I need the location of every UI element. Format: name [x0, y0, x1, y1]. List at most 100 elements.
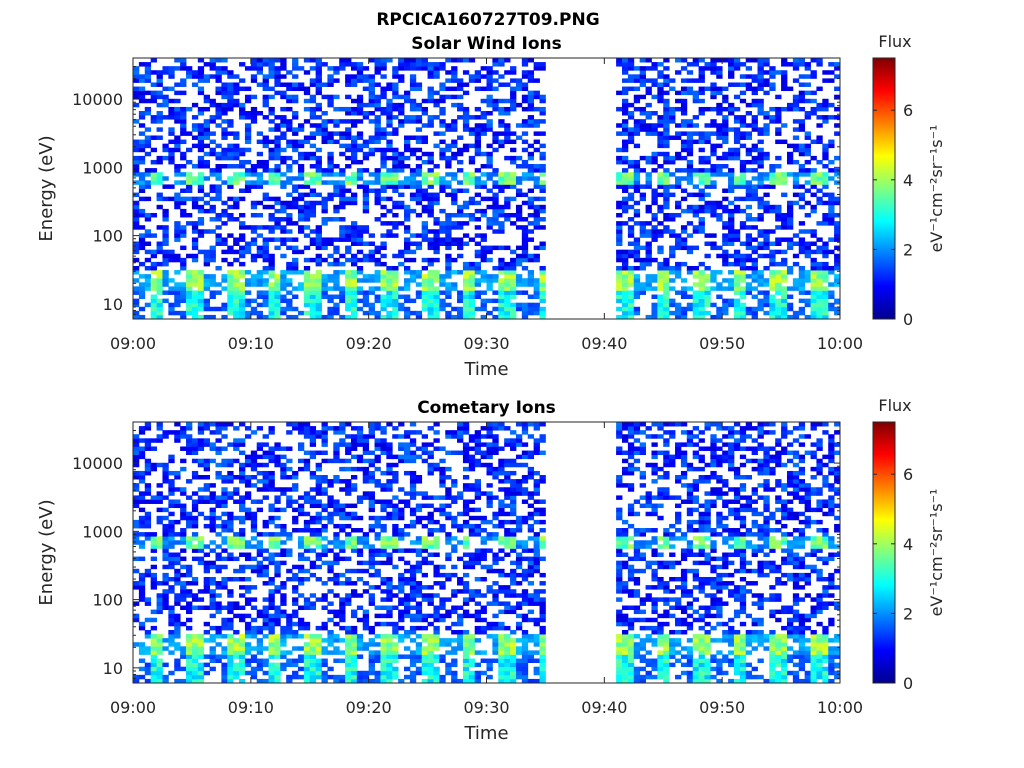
heatmap-cell: [616, 306, 623, 312]
heatmap-cell: [480, 66, 487, 71]
heatmap-cell: [297, 654, 305, 659]
heatmap-cell: [191, 74, 199, 79]
heatmap-cell: [197, 662, 205, 668]
heatmap-cell: [786, 217, 794, 222]
heatmap-cell: [739, 184, 747, 189]
heatmap-cell: [280, 454, 287, 460]
heatmap-cell: [486, 143, 493, 149]
heatmap-cell: [138, 666, 146, 672]
heatmap-cell: [751, 286, 758, 291]
heatmap-cell: [168, 621, 175, 627]
heatmap-cell: [504, 310, 511, 316]
heatmap-cell: [763, 155, 770, 161]
heatmap-cell: [510, 286, 517, 291]
heatmap-cell: [262, 450, 269, 456]
heatmap-cell: [698, 58, 705, 63]
heatmap-cell: [722, 249, 729, 255]
heatmap-cell: [433, 66, 440, 71]
heatmap-cell: [250, 212, 258, 218]
heatmap-cell: [680, 123, 688, 128]
heatmap-cell: [268, 147, 275, 153]
heatmap-cell: [769, 261, 776, 267]
heatmap-cell: [704, 294, 711, 300]
heatmap-cell: [616, 176, 623, 181]
heatmap-cell: [150, 670, 157, 676]
heatmap-cell: [197, 159, 205, 165]
heatmap-cell: [415, 184, 423, 189]
heatmap-cell: [757, 278, 764, 283]
heatmap-cell: [250, 666, 258, 672]
heatmap-cell: [462, 241, 470, 246]
heatmap-cell: [321, 674, 328, 680]
heatmap-cell: [227, 540, 234, 545]
heatmap-cell: [533, 208, 540, 214]
heatmap-cell: [250, 458, 258, 464]
heatmap-cell: [150, 270, 157, 275]
heatmap-cell: [510, 106, 517, 112]
heatmap-cell: [309, 151, 317, 157]
heatmap-cell: [174, 82, 181, 87]
heatmap-cell: [191, 257, 199, 263]
heatmap-cell: [769, 119, 776, 124]
heatmap-cell: [521, 131, 529, 136]
heatmap-cells: [133, 422, 841, 684]
heatmap-cell: [439, 188, 446, 193]
heatmap-cell: [138, 111, 146, 116]
heatmap-cell: [433, 302, 440, 308]
heatmap-cell: [639, 74, 646, 79]
heatmap-cell: [162, 229, 169, 234]
heatmap-cell: [309, 188, 317, 193]
heatmap-cell: [380, 221, 387, 226]
heatmap-cell: [268, 674, 275, 680]
heatmap-cell: [745, 265, 753, 271]
heatmap-cell: [168, 491, 175, 496]
heatmap-cell: [457, 204, 464, 210]
heatmap-cell: [191, 196, 199, 202]
heatmap-cell: [663, 58, 670, 63]
heatmap-cell: [215, 184, 222, 189]
heatmap-cell: [622, 204, 629, 210]
heatmap-cell: [156, 601, 163, 606]
heatmap-cell: [156, 74, 163, 79]
heatmap-cell: [810, 302, 817, 308]
heatmap-cell: [675, 90, 682, 96]
heatmap-cell: [527, 306, 535, 312]
heatmap-cell: [686, 90, 694, 96]
heatmap-cell: [421, 265, 428, 271]
heatmap-cell: [250, 544, 258, 549]
heatmap-cell: [645, 221, 652, 226]
heatmap-cell: [197, 638, 205, 643]
heatmap-cell: [244, 139, 252, 145]
heatmap-cell: [492, 98, 499, 104]
heatmap-cell: [303, 654, 311, 659]
heatmap-cell: [445, 229, 452, 234]
heatmap-cell: [804, 290, 811, 295]
heatmap-cell: [498, 290, 505, 295]
heatmap-cell: [315, 106, 322, 112]
heatmap-cell: [486, 111, 493, 116]
heatmap-cell: [669, 78, 676, 83]
heatmap-cell: [274, 589, 281, 594]
heatmap-cell: [745, 290, 753, 295]
heatmap-cell: [680, 245, 688, 251]
heatmap-cell: [374, 62, 381, 67]
heatmap-cell: [427, 270, 434, 275]
heatmap-cell: [527, 237, 535, 242]
heatmap-cell: [256, 212, 264, 218]
heatmap-cell: [386, 119, 393, 124]
x-tick-label: 09:40: [581, 334, 627, 353]
heatmap-cell: [533, 123, 540, 128]
heatmap-cell: [722, 196, 729, 202]
heatmap-cell: [280, 593, 287, 598]
heatmap-cell: [191, 515, 199, 521]
heatmap-cell: [138, 143, 146, 149]
heatmap-cell: [663, 265, 670, 271]
heatmap-cell: [533, 119, 540, 124]
heatmap-cell: [439, 151, 446, 157]
heatmap-cell: [168, 139, 175, 145]
heatmap-cell: [722, 310, 729, 316]
heatmap-cell: [698, 302, 705, 308]
heatmap-cell: [321, 670, 328, 676]
heatmap-cell: [133, 164, 140, 169]
heatmap-cell: [156, 499, 163, 504]
